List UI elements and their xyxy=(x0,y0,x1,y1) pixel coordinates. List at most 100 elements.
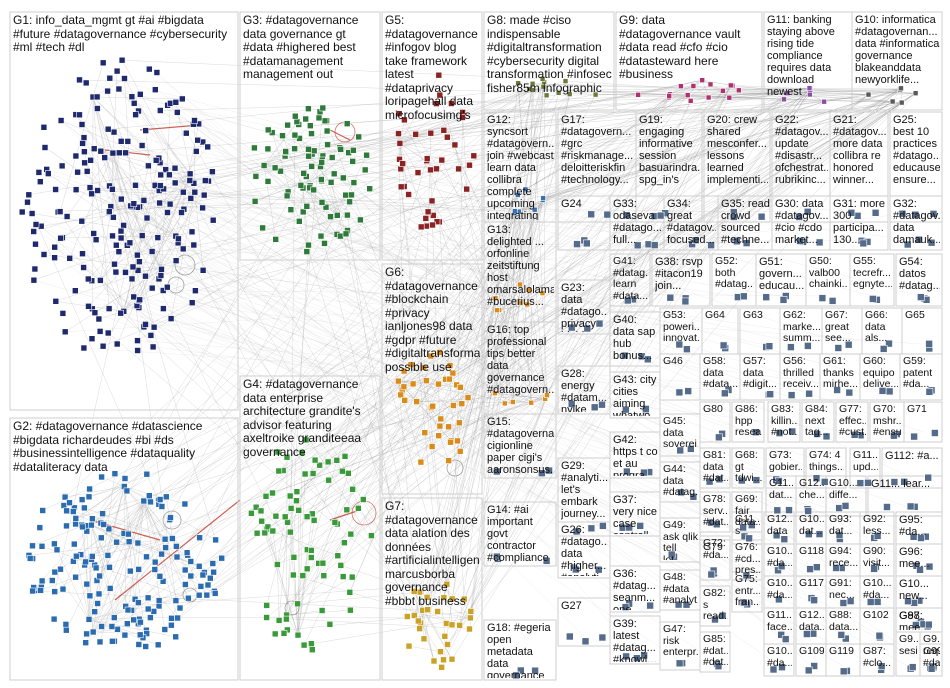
edge xyxy=(366,89,532,156)
edge xyxy=(348,78,543,474)
edge xyxy=(452,94,596,374)
node-g6 xyxy=(407,361,415,368)
node-g9 xyxy=(707,81,714,88)
group-box-g21 xyxy=(829,111,889,223)
node-g2 xyxy=(37,587,44,594)
edge xyxy=(286,245,309,620)
edge xyxy=(134,103,843,345)
edge xyxy=(137,239,860,256)
edge xyxy=(161,101,893,555)
node-g4 xyxy=(346,588,354,596)
group-box-g85 xyxy=(699,631,731,673)
node-g2 xyxy=(147,614,154,621)
node-g42 xyxy=(623,467,631,476)
node-g11f xyxy=(777,630,786,639)
edge xyxy=(427,209,535,610)
node-g6 xyxy=(435,432,443,440)
edge xyxy=(44,147,780,667)
edge xyxy=(504,93,788,404)
node-g1 xyxy=(160,305,167,312)
edge xyxy=(213,220,735,297)
node-g1 xyxy=(113,340,121,348)
node-g4 xyxy=(257,507,265,515)
node-g98 xyxy=(924,620,933,629)
node-g1 xyxy=(111,260,118,268)
edge xyxy=(638,79,703,96)
edge xyxy=(93,561,191,633)
edge xyxy=(135,185,692,241)
edge xyxy=(267,526,278,565)
edge xyxy=(84,162,162,270)
node-g4 xyxy=(294,600,301,608)
node-g1 xyxy=(96,328,104,335)
node-g2 xyxy=(127,567,134,575)
node-g2 xyxy=(143,470,151,478)
node-g1 xyxy=(109,232,116,240)
edge xyxy=(349,194,518,593)
node-g1 xyxy=(30,228,38,235)
node-g91 xyxy=(839,599,848,607)
group-box-g5 xyxy=(381,11,483,261)
edge xyxy=(212,80,566,564)
node-g5 xyxy=(423,155,431,162)
edge xyxy=(422,610,435,662)
edge xyxy=(514,94,810,214)
node-g1 xyxy=(153,69,161,76)
node-g6 xyxy=(397,391,405,399)
edge xyxy=(41,226,716,571)
edge xyxy=(145,130,162,270)
node-g2 xyxy=(71,540,78,548)
node-g86 xyxy=(751,428,760,437)
edge xyxy=(125,152,177,237)
edge xyxy=(399,119,405,144)
node-g12c xyxy=(780,535,789,544)
edge xyxy=(701,80,709,98)
edge xyxy=(294,93,788,149)
node-g7 xyxy=(440,656,447,664)
edge xyxy=(402,87,810,164)
edge xyxy=(824,89,901,102)
edge xyxy=(190,198,513,403)
edge xyxy=(470,395,548,612)
node-g2 xyxy=(172,633,179,641)
node-g2 xyxy=(199,571,207,579)
edge xyxy=(439,89,901,427)
node-g10h xyxy=(778,663,786,672)
edge xyxy=(399,132,431,144)
edge xyxy=(130,102,902,207)
node-g62 xyxy=(804,342,812,350)
node-g24 xyxy=(582,239,591,248)
edge xyxy=(121,60,196,193)
node-g56 xyxy=(805,389,813,398)
edge xyxy=(137,189,526,256)
node-g2 xyxy=(66,499,73,507)
node-g2 xyxy=(168,621,175,629)
node-g35 xyxy=(733,237,741,246)
node-g3 xyxy=(348,191,355,199)
node-g3 xyxy=(282,148,290,155)
node-g7 xyxy=(420,635,428,643)
node-g4 xyxy=(318,607,326,614)
node-g2 xyxy=(130,616,137,624)
edge xyxy=(302,150,354,189)
node-g1 xyxy=(167,315,175,322)
node-g1 xyxy=(199,266,207,274)
edge xyxy=(514,94,810,212)
edge xyxy=(512,95,670,403)
edge xyxy=(100,280,121,314)
edge xyxy=(320,159,400,167)
edge xyxy=(542,93,788,201)
edge xyxy=(448,94,869,461)
node-g1 xyxy=(94,187,101,194)
node-g1 xyxy=(179,245,187,253)
edge xyxy=(255,89,532,177)
edge xyxy=(414,94,811,592)
edge xyxy=(470,85,731,612)
edge xyxy=(303,211,516,646)
node-g4 xyxy=(287,505,295,512)
node-g10b xyxy=(841,502,850,510)
node-g2 xyxy=(181,566,189,574)
edge xyxy=(414,309,500,616)
node-g5 xyxy=(397,183,405,191)
edge xyxy=(97,190,681,553)
